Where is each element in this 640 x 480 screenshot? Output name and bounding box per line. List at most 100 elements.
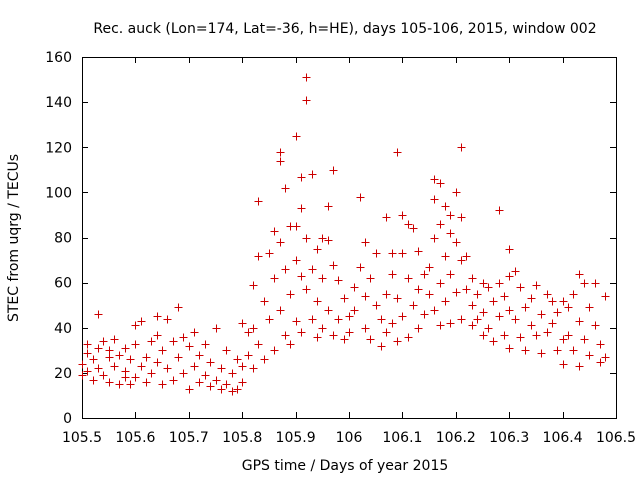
data-point bbox=[575, 270, 584, 279]
data-point bbox=[361, 292, 370, 301]
data-point bbox=[78, 360, 87, 369]
data-point bbox=[505, 344, 514, 353]
data-point bbox=[414, 324, 423, 333]
x-tick-label: 106.1 bbox=[382, 430, 422, 446]
x-tick-label: 106.5 bbox=[596, 430, 636, 446]
data-point bbox=[238, 362, 247, 371]
data-point bbox=[313, 333, 322, 342]
data-point bbox=[174, 303, 183, 312]
data-point bbox=[382, 290, 391, 299]
data-point bbox=[521, 346, 530, 355]
data-point bbox=[446, 229, 455, 238]
data-point bbox=[436, 220, 445, 229]
data-point bbox=[489, 337, 498, 346]
data-point bbox=[601, 353, 610, 362]
x-tick-label: 106.4 bbox=[543, 430, 583, 446]
data-point bbox=[270, 274, 279, 283]
data-point bbox=[441, 297, 450, 306]
data-point bbox=[532, 281, 541, 290]
data-point bbox=[356, 193, 365, 202]
data-point bbox=[532, 331, 541, 340]
data-point bbox=[265, 249, 274, 258]
data-point bbox=[457, 256, 466, 265]
data-point bbox=[334, 315, 343, 324]
data-point bbox=[324, 306, 333, 315]
data-point bbox=[500, 292, 509, 301]
y-tick-label: 160 bbox=[45, 50, 72, 66]
data-point bbox=[190, 328, 199, 337]
data-point bbox=[244, 351, 253, 360]
data-point bbox=[297, 328, 306, 337]
data-point bbox=[121, 344, 130, 353]
data-point bbox=[206, 358, 215, 367]
data-point bbox=[131, 321, 140, 330]
data-point bbox=[553, 346, 562, 355]
data-point bbox=[89, 355, 98, 364]
x-axis-label: GPS time / Days of year 2015 bbox=[242, 458, 449, 474]
data-point bbox=[94, 364, 103, 373]
data-point bbox=[276, 148, 285, 157]
data-point bbox=[233, 385, 242, 394]
data-point bbox=[484, 324, 493, 333]
data-point bbox=[260, 297, 269, 306]
data-point bbox=[452, 238, 461, 247]
data-point bbox=[559, 297, 568, 306]
data-point bbox=[329, 166, 338, 175]
y-tick-label: 20 bbox=[54, 366, 72, 382]
data-point bbox=[537, 310, 546, 319]
data-point bbox=[110, 362, 119, 371]
data-point bbox=[409, 301, 418, 310]
data-point bbox=[254, 340, 263, 349]
data-point bbox=[281, 184, 290, 193]
data-point bbox=[462, 252, 471, 261]
data-point bbox=[147, 369, 156, 378]
data-point bbox=[543, 290, 552, 299]
data-point bbox=[265, 315, 274, 324]
data-point bbox=[382, 213, 391, 222]
data-point bbox=[238, 319, 247, 328]
data-point bbox=[83, 340, 92, 349]
data-point bbox=[398, 211, 407, 220]
data-point bbox=[137, 362, 146, 371]
data-point bbox=[297, 272, 306, 281]
data-point bbox=[126, 355, 135, 364]
data-point bbox=[356, 263, 365, 272]
plot-area bbox=[82, 57, 617, 419]
data-point bbox=[318, 324, 327, 333]
data-points bbox=[78, 73, 610, 396]
data-point bbox=[276, 306, 285, 315]
data-point bbox=[537, 349, 546, 358]
data-point bbox=[212, 376, 221, 385]
data-point bbox=[329, 261, 338, 270]
data-point bbox=[249, 364, 258, 373]
data-point bbox=[115, 380, 124, 389]
data-point bbox=[420, 310, 429, 319]
data-point bbox=[308, 170, 317, 179]
y-tick-label: 120 bbox=[45, 140, 72, 156]
data-point bbox=[105, 378, 114, 387]
data-point bbox=[430, 195, 439, 204]
data-point bbox=[94, 310, 103, 319]
data-point bbox=[174, 353, 183, 362]
data-point bbox=[340, 335, 349, 344]
data-point bbox=[398, 312, 407, 321]
data-point bbox=[388, 270, 397, 279]
data-point bbox=[78, 371, 87, 380]
data-point bbox=[543, 328, 552, 337]
data-point bbox=[334, 276, 343, 285]
data-point bbox=[147, 337, 156, 346]
data-point bbox=[83, 349, 92, 358]
data-point bbox=[569, 290, 578, 299]
data-point bbox=[222, 346, 231, 355]
data-point bbox=[270, 227, 279, 236]
data-point bbox=[420, 270, 429, 279]
data-point bbox=[468, 274, 477, 283]
data-point bbox=[409, 224, 418, 233]
y-tick-label: 80 bbox=[54, 231, 72, 247]
data-point bbox=[564, 331, 573, 340]
data-point bbox=[441, 202, 450, 211]
data-point bbox=[201, 371, 210, 380]
data-point bbox=[388, 319, 397, 328]
data-point bbox=[228, 369, 237, 378]
